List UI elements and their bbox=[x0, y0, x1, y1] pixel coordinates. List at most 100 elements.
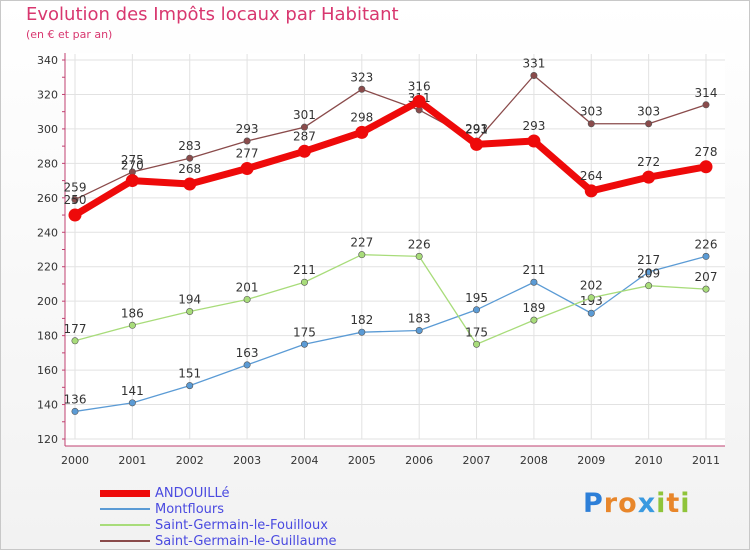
data-label: 163 bbox=[236, 346, 259, 360]
data-label: 291 bbox=[465, 122, 488, 136]
x-tick-label: 2005 bbox=[348, 454, 376, 467]
x-tick-label: 2003 bbox=[233, 454, 261, 467]
logo-letter: t bbox=[666, 488, 681, 519]
data-label: 151 bbox=[178, 367, 201, 381]
data-point bbox=[470, 137, 484, 151]
legend-swatch bbox=[100, 508, 150, 510]
data-point bbox=[415, 252, 423, 260]
x-tick-label: 2000 bbox=[61, 454, 89, 467]
data-point bbox=[642, 170, 656, 184]
legend-label: Saint-Germain-le-Guillaume bbox=[155, 533, 337, 549]
data-point bbox=[300, 278, 308, 286]
x-tick-label: 2004 bbox=[290, 454, 318, 467]
y-tick-label: 300 bbox=[37, 123, 58, 136]
chart-subtitle: (en € et par an) bbox=[26, 28, 113, 41]
logo-letter: o bbox=[618, 488, 638, 519]
legend-label: Saint-Germain-le-Fouilloux bbox=[155, 517, 328, 533]
data-point bbox=[587, 294, 595, 302]
data-label: 259 bbox=[64, 181, 87, 195]
data-label: 195 bbox=[465, 291, 488, 305]
data-point bbox=[358, 328, 366, 336]
data-point bbox=[587, 309, 595, 317]
legend-item: Saint-Germain-le-Guillaume bbox=[100, 533, 337, 549]
x-tick-label: 2006 bbox=[405, 454, 433, 467]
legend-swatch bbox=[100, 524, 150, 526]
data-point bbox=[702, 285, 710, 293]
data-label: 323 bbox=[350, 70, 373, 84]
data-point bbox=[412, 94, 426, 108]
logo-letter: i bbox=[680, 488, 691, 519]
data-point bbox=[183, 177, 197, 191]
data-label: 175 bbox=[293, 325, 316, 339]
y-tick-label: 340 bbox=[37, 54, 58, 67]
legend-swatch bbox=[100, 489, 150, 497]
y-tick-label: 120 bbox=[37, 433, 58, 446]
data-label: 194 bbox=[178, 293, 201, 307]
data-label: 207 bbox=[695, 270, 718, 284]
data-label: 217 bbox=[637, 253, 660, 267]
data-label: 283 bbox=[178, 139, 201, 153]
series-line bbox=[74, 74, 707, 201]
data-point bbox=[240, 162, 254, 176]
data-label: 201 bbox=[236, 280, 259, 294]
data-label: 226 bbox=[695, 237, 718, 251]
data-point bbox=[128, 321, 136, 329]
data-label: 278 bbox=[695, 145, 718, 159]
x-tick-label: 2001 bbox=[118, 454, 146, 467]
data-label: 314 bbox=[695, 86, 718, 100]
data-point bbox=[186, 308, 194, 316]
data-point bbox=[300, 340, 308, 348]
y-tick-label: 260 bbox=[37, 192, 58, 205]
y-tick-label: 220 bbox=[37, 261, 58, 274]
x-tick-label: 2011 bbox=[692, 454, 720, 467]
logo-letter: x bbox=[637, 488, 657, 519]
y-tick-label: 200 bbox=[37, 295, 58, 308]
chart-legend: ANDOUILLé Montflours Saint-Germain-le-Fo… bbox=[100, 485, 337, 549]
data-point bbox=[473, 340, 481, 348]
data-point bbox=[645, 282, 653, 290]
data-point bbox=[645, 120, 653, 128]
y-tick-label: 280 bbox=[37, 157, 58, 170]
legend-label: ANDOUILLé bbox=[155, 485, 230, 501]
data-point bbox=[243, 137, 251, 145]
data-label: 182 bbox=[350, 313, 373, 327]
data-point bbox=[186, 382, 194, 390]
data-label: 175 bbox=[465, 325, 488, 339]
data-label: 303 bbox=[580, 105, 603, 119]
data-point bbox=[527, 134, 541, 148]
x-tick-label: 2007 bbox=[463, 454, 491, 467]
plot-area bbox=[65, 53, 725, 446]
data-point bbox=[358, 251, 366, 259]
data-point bbox=[530, 316, 538, 324]
data-label: 211 bbox=[522, 263, 545, 277]
data-label: 227 bbox=[350, 236, 373, 250]
data-label: 277 bbox=[236, 147, 259, 161]
data-point bbox=[300, 123, 308, 131]
data-point bbox=[68, 208, 82, 222]
data-label: 316 bbox=[408, 79, 431, 93]
logo-letter: i bbox=[656, 488, 667, 519]
data-label: 183 bbox=[408, 311, 431, 325]
chart-title: Evolution des Impôts locaux par Habitant bbox=[26, 4, 399, 25]
proxiti-logo: Proxiti bbox=[583, 488, 691, 519]
data-label: 186 bbox=[121, 306, 144, 320]
data-point bbox=[702, 101, 710, 109]
data-label: 298 bbox=[350, 110, 373, 124]
data-label: 293 bbox=[465, 122, 488, 136]
legend-label: Montflours bbox=[155, 501, 225, 517]
x-tick-label: 2002 bbox=[176, 454, 204, 467]
logo-letter: r bbox=[603, 488, 619, 519]
series-line bbox=[74, 254, 707, 345]
data-point bbox=[125, 174, 139, 188]
x-tick-label: 2009 bbox=[577, 454, 605, 467]
data-label: 270 bbox=[121, 159, 144, 173]
data-point bbox=[71, 407, 79, 415]
data-label: 136 bbox=[64, 392, 87, 406]
data-point bbox=[415, 326, 423, 334]
data-label: 193 bbox=[580, 294, 603, 308]
data-label: 268 bbox=[178, 162, 201, 176]
data-label: 272 bbox=[637, 155, 660, 169]
data-point bbox=[473, 306, 481, 314]
legend-item: Saint-Germain-le-Fouilloux bbox=[100, 517, 337, 533]
data-label: 293 bbox=[236, 122, 259, 136]
